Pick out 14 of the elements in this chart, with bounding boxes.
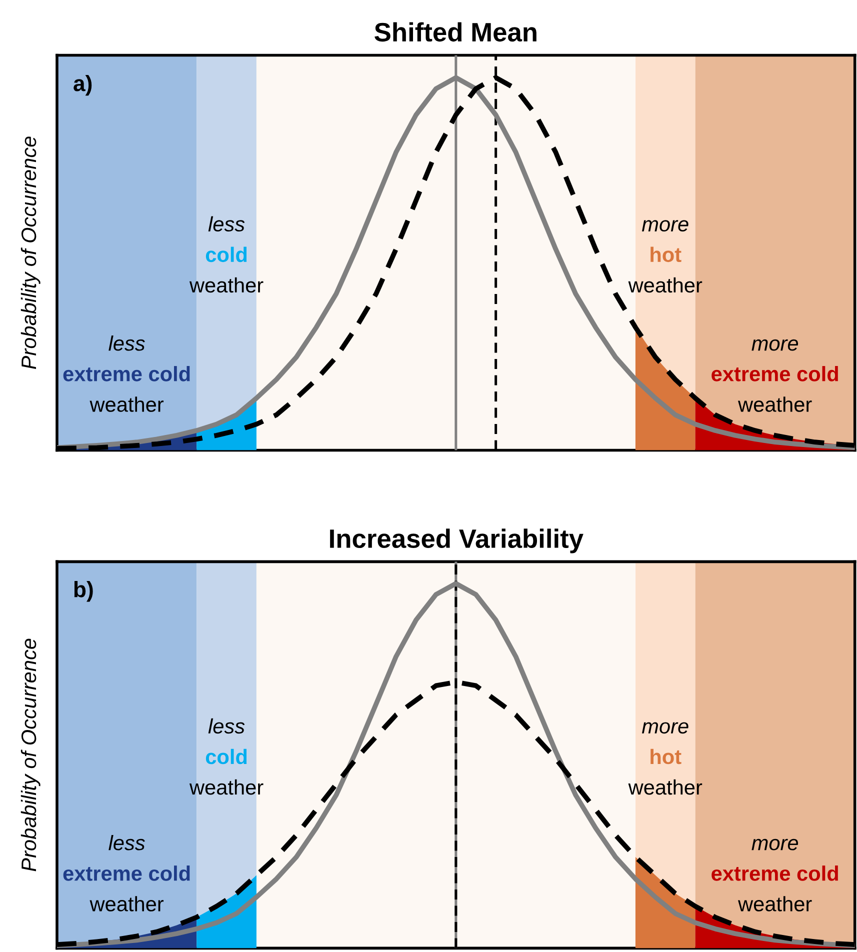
annotation: less cold weather [189, 718, 264, 795]
annotation: b) [74, 581, 93, 602]
annotation: more hot weather [628, 722, 702, 795]
annotation: a) [74, 74, 92, 96]
annotation: more extreme cold weather [712, 838, 838, 912]
chart-title: Increased Variability [330, 528, 584, 554]
y-axis-title: Probability of Occurrence [20, 638, 40, 872]
chart-title: Shifted Mean [374, 22, 536, 42]
annotation: less extreme cold weather [63, 835, 190, 912]
annotation: less extreme cold weather [63, 335, 190, 412]
annotation: more extreme cold weather [712, 339, 838, 412]
annotation: less cold weather [189, 216, 264, 293]
annotation: more hot weather [628, 220, 702, 293]
y-axis-title: Probability of Occurrence [20, 136, 40, 370]
